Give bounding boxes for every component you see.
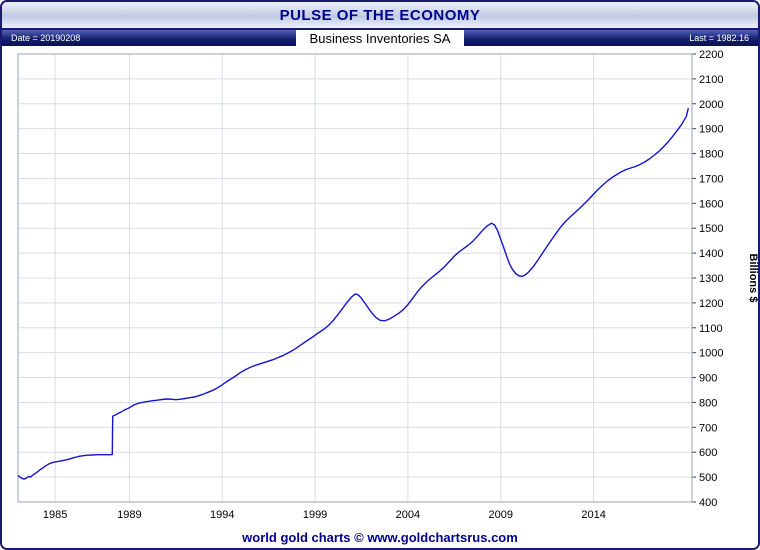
chart-svg: 1985 1989 1994 1999 2004 2009 2014 2200 2100 2000… bbox=[17, 49, 758, 521]
svg-text:2004: 2004 bbox=[396, 509, 420, 521]
svg-text:1994: 1994 bbox=[210, 509, 234, 521]
svg-text:1300: 1300 bbox=[699, 273, 723, 285]
footer: world gold charts © www.goldchartsrus.co… bbox=[2, 526, 758, 548]
chart-subtitle: Business Inventories SA bbox=[295, 30, 465, 46]
svg-text:700: 700 bbox=[699, 422, 717, 434]
date-badge: Date = 20190208 bbox=[2, 30, 296, 46]
svg-text:1985: 1985 bbox=[43, 509, 67, 521]
svg-text:900: 900 bbox=[699, 373, 717, 385]
svg-text:1200: 1200 bbox=[699, 298, 723, 310]
svg-text:1989: 1989 bbox=[117, 509, 141, 521]
svg-text:1999: 1999 bbox=[303, 509, 327, 521]
svg-text:600: 600 bbox=[699, 447, 717, 459]
last-value-badge: Last = 1982.16 bbox=[464, 30, 758, 46]
svg-text:2009: 2009 bbox=[489, 509, 513, 521]
chart-area: 1985 1989 1994 1999 2004 2009 2014 2200 2100 2000… bbox=[2, 46, 758, 526]
svg-text:1000: 1000 bbox=[699, 348, 723, 360]
svg-text:1400: 1400 bbox=[699, 248, 723, 260]
svg-text:1800: 1800 bbox=[699, 149, 723, 161]
date-label: Date = 20190208 bbox=[11, 33, 81, 43]
svg-text:2014: 2014 bbox=[581, 509, 605, 521]
svg-text:1900: 1900 bbox=[699, 124, 723, 136]
info-bar: Date = 20190208 Business Inventories SA … bbox=[2, 30, 758, 46]
last-value-label: Last = 1982.16 bbox=[689, 33, 749, 43]
svg-text:1500: 1500 bbox=[699, 223, 723, 235]
title-bar: PULSE OF THE ECONOMY bbox=[2, 2, 758, 30]
page-title: PULSE OF THE ECONOMY bbox=[279, 6, 481, 24]
svg-text:2100: 2100 bbox=[699, 74, 723, 86]
svg-text:2000: 2000 bbox=[699, 99, 723, 111]
svg-text:1100: 1100 bbox=[699, 323, 723, 335]
svg-text:Billions $: Billions $ bbox=[747, 254, 758, 303]
svg-text:800: 800 bbox=[699, 397, 717, 409]
svg-text:2200: 2200 bbox=[699, 49, 723, 61]
footer-text: world gold charts © www.goldchartsrus.co… bbox=[242, 529, 518, 545]
svg-text:1600: 1600 bbox=[699, 198, 723, 210]
svg-text:1700: 1700 bbox=[699, 173, 723, 185]
svg-text:500: 500 bbox=[699, 472, 717, 484]
svg-text:400: 400 bbox=[699, 497, 717, 509]
